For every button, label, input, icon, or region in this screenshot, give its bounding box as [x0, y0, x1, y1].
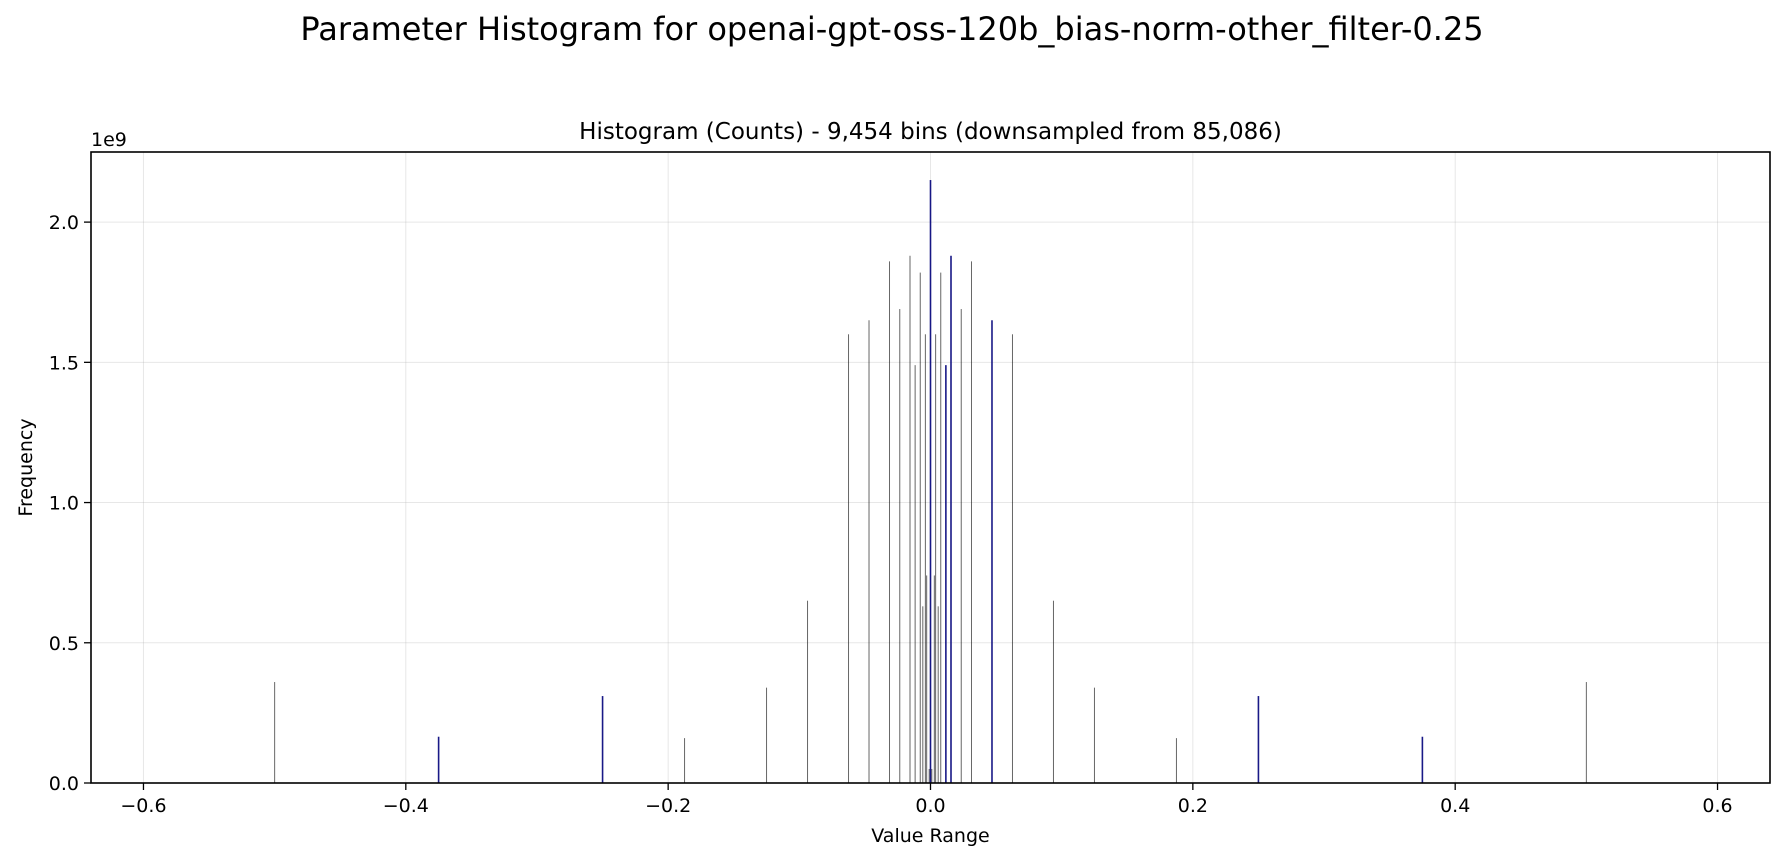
- y-tick-label: 1.0: [49, 493, 79, 515]
- x-tick-label: −0.2: [645, 795, 691, 817]
- histogram-bars: [274, 180, 1587, 784]
- y-axis-ticks: 0.0 0.5 1.0 1.5 2.0: [49, 212, 91, 795]
- histogram-bar: [868, 320, 870, 783]
- histogram-bar: [950, 255, 952, 783]
- histogram-bar: [274, 682, 276, 783]
- y-offset-label: 1e9: [91, 129, 127, 151]
- histogram-bar: [807, 600, 809, 783]
- histogram-bar: [1257, 696, 1260, 783]
- histogram-bar: [931, 768, 933, 783]
- histogram-bar: [924, 334, 926, 783]
- histogram-bar: [601, 696, 604, 783]
- histogram-bar: [684, 738, 686, 783]
- histogram-bar: [1585, 682, 1587, 783]
- histogram-bar: [970, 261, 972, 783]
- figure-suptitle: Parameter Histogram for openai-gpt-oss-1…: [300, 10, 1483, 48]
- histogram-bar: [899, 309, 901, 783]
- histogram-bar: [922, 606, 924, 783]
- y-tick-label: 2.0: [49, 212, 79, 234]
- y-axis-label: Frequency: [15, 418, 37, 516]
- axes-frame: [90, 151, 1771, 784]
- histogram-bar: [848, 334, 850, 783]
- x-tick-label: 0.0: [915, 795, 945, 817]
- histogram-bar: [766, 687, 768, 783]
- histogram-bar: [437, 736, 440, 783]
- x-axis-ticks: −0.6 −0.4 −0.2 0.0 0.2 0.4 0.6: [120, 783, 1733, 817]
- histogram-bar: [937, 606, 939, 783]
- axes-title: Histogram (Counts) - 9,454 bins (downsam…: [579, 119, 1282, 145]
- x-tick-label: −0.4: [383, 795, 429, 817]
- y-tick-label: 0.5: [49, 633, 79, 655]
- histogram-bar: [909, 255, 911, 783]
- y-tick-label: 1.5: [49, 352, 79, 374]
- histogram-bar: [935, 334, 937, 783]
- x-tick-label: 0.4: [1440, 795, 1470, 817]
- x-tick-label: 0.2: [1178, 795, 1208, 817]
- histogram-bar: [1011, 334, 1013, 783]
- histogram-bar: [928, 768, 930, 783]
- histogram-bar: [933, 575, 935, 783]
- histogram-bar: [1093, 687, 1095, 783]
- histogram-bar: [945, 365, 947, 783]
- histogram-bar: [1052, 600, 1054, 783]
- y-tick-label: 0.0: [49, 773, 79, 795]
- histogram-bar: [960, 309, 962, 783]
- x-tick-label: −0.6: [120, 795, 166, 817]
- histogram-bar: [1175, 738, 1177, 783]
- histogram-bar: [991, 320, 993, 783]
- histogram-bar: [940, 272, 942, 783]
- histogram-bar: [1421, 736, 1424, 783]
- x-axis-label: Value Range: [871, 825, 989, 847]
- histogram-bar: [929, 180, 932, 784]
- histogram-bar: [926, 575, 928, 783]
- histogram-bar: [889, 261, 891, 783]
- histogram-bar: [914, 365, 916, 783]
- histogram-bar: [919, 272, 921, 783]
- x-tick-label: 0.6: [1702, 795, 1732, 817]
